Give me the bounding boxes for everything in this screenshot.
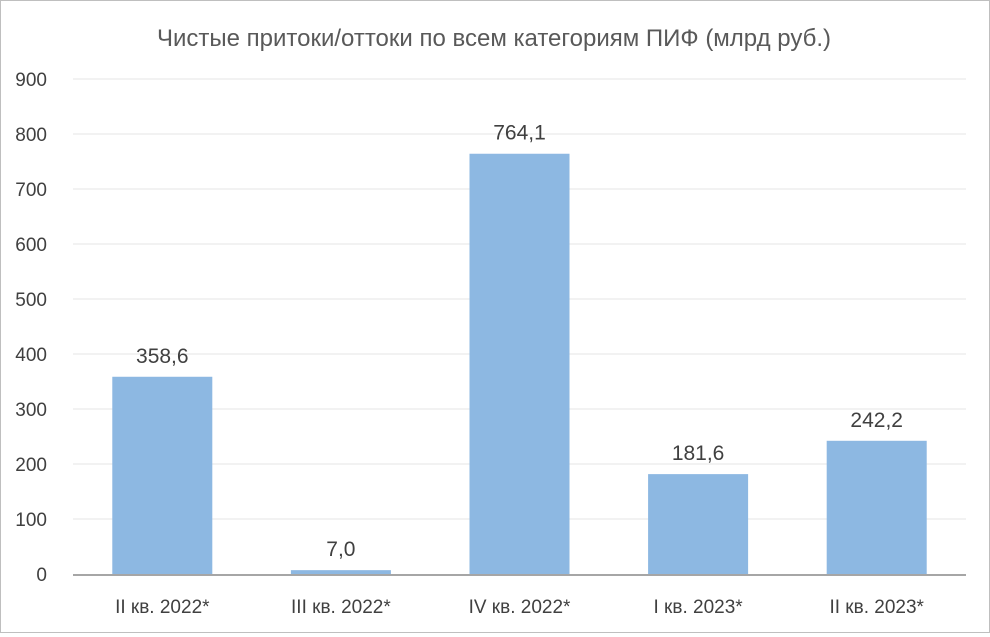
chart-title: Чистые притоки/оттоки по всем категориям… — [157, 25, 831, 52]
data-label: 7,0 — [326, 538, 355, 561]
data-label: 764,1 — [493, 122, 546, 145]
y-tick-label: 400 — [15, 345, 47, 366]
x-tick-label: IV кв. 2022* — [469, 597, 571, 618]
y-axis-tick-labels: 0 100 200 300 400 500 600 700 800 900 — [15, 70, 47, 586]
x-tick-label: II кв. 2023* — [829, 597, 924, 618]
data-label: 242,2 — [850, 409, 903, 432]
bar — [648, 474, 749, 574]
x-axis-tick-labels: II кв. 2022* III кв. 2022* IV кв. 2022* I к… — [115, 597, 924, 618]
y-tick-label: 700 — [15, 180, 47, 201]
y-tick-label: 800 — [15, 125, 47, 146]
y-tick-label: 900 — [15, 70, 47, 91]
y-tick-label: 600 — [15, 235, 47, 256]
bar — [469, 153, 570, 574]
bar — [112, 376, 213, 574]
data-labels: 358,6 7,0 764,1 181,6 242,2 — [136, 122, 903, 561]
data-label: 181,6 — [672, 442, 725, 465]
bar — [290, 570, 391, 574]
x-tick-label: I кв. 2023* — [654, 597, 744, 618]
y-tick-label: 500 — [15, 290, 47, 311]
data-label: 358,6 — [136, 345, 189, 368]
y-tick-label: 200 — [15, 455, 47, 476]
y-tick-label: 300 — [15, 400, 47, 421]
x-tick-label: II кв. 2022* — [115, 597, 210, 618]
x-tick-label: III кв. 2022* — [291, 597, 391, 618]
y-tick-label: 100 — [15, 510, 47, 531]
bar — [826, 440, 927, 574]
y-tick-label: 0 — [36, 565, 47, 586]
bars — [112, 153, 927, 574]
